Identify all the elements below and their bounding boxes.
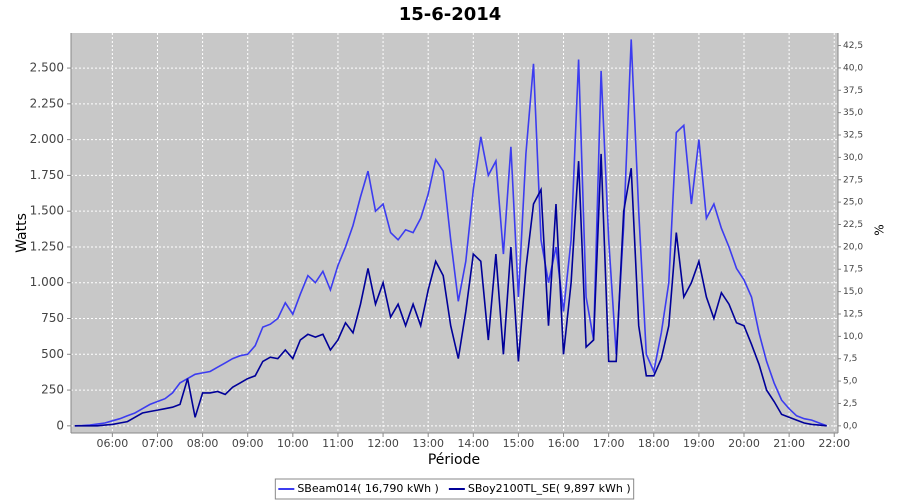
y2-tick-label: 42,5: [843, 41, 863, 51]
x-tick-label: 06:00: [97, 437, 129, 450]
plot-area: [71, 33, 838, 433]
y-tick-label: 250: [41, 383, 64, 397]
y2-tick-label: 2,5: [843, 399, 857, 409]
x-tick-label: 22:00: [818, 437, 850, 450]
x-tick-label: 13:00: [412, 437, 444, 450]
y2-tick-label: 22,5: [843, 220, 863, 230]
y2-tick-label: 40,0: [843, 63, 863, 73]
y2-tick-label: 7,5: [843, 354, 857, 364]
y-tick-label: 1.750: [30, 168, 64, 182]
y2-tick-label: 12,5: [843, 309, 863, 319]
legend-label: SBoy2100TL_SE( 9,897 kWh ): [468, 482, 631, 495]
x-tick-label: 17:00: [593, 437, 625, 450]
x-tick-label: 16:00: [548, 437, 580, 450]
y2-tick-label: 0,0: [843, 421, 858, 431]
x-tick-label: 08:00: [187, 437, 219, 450]
y-tick-label: 0: [56, 418, 64, 432]
x-tick-label: 20:00: [728, 437, 760, 450]
x-tick-label: 15:00: [503, 437, 535, 450]
y-tick-label: 1.000: [30, 275, 64, 289]
series-line: [74, 39, 827, 427]
legend-label: SBeam014( 16,790 kWh ): [297, 482, 439, 495]
x-tick-label: 10:00: [277, 437, 309, 450]
y2-tick-label: 30,0: [843, 153, 863, 163]
y2-tick-label: 15,0: [843, 287, 863, 297]
y-tick-label: 1.250: [30, 239, 64, 253]
x-tick-label: 09:00: [232, 437, 264, 450]
y2-tick-label: 25,0: [843, 198, 863, 208]
y2-axis-label: %: [873, 224, 887, 235]
y-axis-label: Watts: [14, 213, 30, 253]
y2-tick-label: 20,0: [843, 242, 863, 252]
legend: SBeam014( 16,790 kWh ) SBoy2100TL_SE( 9,8…: [274, 478, 635, 500]
y2-tick-label: 37,5: [843, 86, 863, 96]
y-tick-label: 2.500: [30, 61, 64, 75]
x-tick-label: 18:00: [638, 437, 670, 450]
x-tick-label: 07:00: [142, 437, 174, 450]
y2-tick-label: 17,5: [843, 265, 863, 275]
y-tick-label: 2.250: [30, 96, 64, 110]
y-tick-label: 1.500: [30, 204, 64, 218]
x-tick-label: 19:00: [683, 437, 715, 450]
y-tick-label: 500: [41, 347, 64, 361]
y2-tick-label: 10,0: [843, 332, 863, 342]
y-tick-label: 750: [41, 311, 64, 325]
series-line: [74, 153, 827, 427]
y2-tick-label: 32,5: [843, 131, 863, 141]
y2-tick-label: 27,5: [843, 175, 863, 185]
x-tick-label: 11:00: [322, 437, 354, 450]
y2-tick-label: 5,0: [843, 377, 858, 387]
x-axis-label: Période: [428, 452, 480, 468]
x-tick-label: 12:00: [367, 437, 399, 450]
x-tick-label: 14:00: [457, 437, 489, 450]
x-tick-label: 21:00: [773, 437, 805, 450]
y2-tick-label: 35,0: [843, 108, 863, 118]
y-tick-label: 2.000: [30, 132, 64, 146]
chart-title: 15-6-2014: [399, 4, 502, 25]
